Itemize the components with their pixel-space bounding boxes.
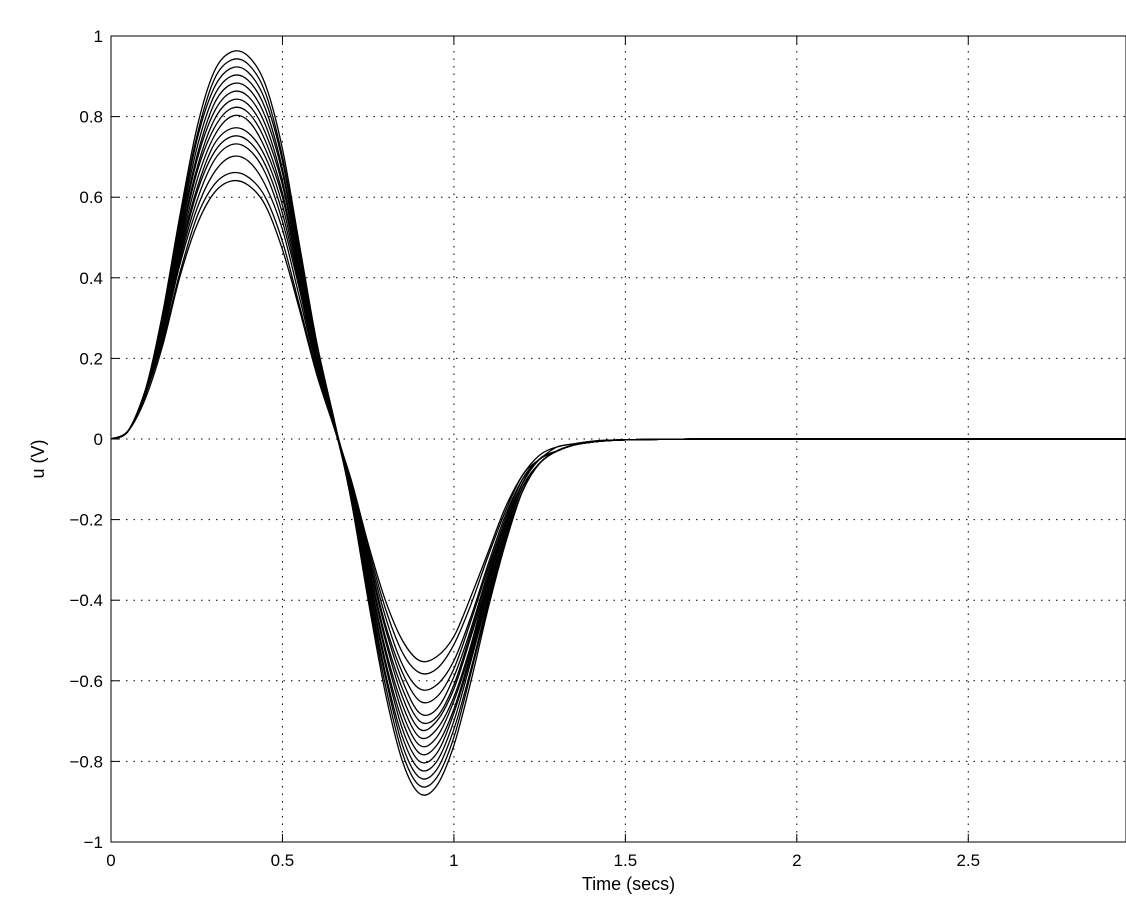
y-tick-label: −0.2 [69, 511, 103, 530]
x-tick-label: 0 [106, 851, 115, 870]
y-tick-label: 0 [94, 430, 103, 449]
tick-marks [110, 35, 969, 843]
y-tick-label: 0.6 [79, 188, 103, 207]
y-tick-label: −0.8 [69, 752, 103, 771]
x-axis-label: Time (secs) [582, 874, 675, 894]
x-tick-label: 2 [792, 851, 801, 870]
series-line-15 [110, 179, 1126, 663]
y-tick-label: −1 [84, 833, 103, 852]
y-tick-label: 0.4 [79, 269, 103, 288]
y-tick-label: 0.8 [79, 108, 103, 127]
y-axis-tick-labels: 1 0.8 0.6 0.4 0.2 0 −0.2 −0.4 −0.6 −0.8 −1 [69, 27, 103, 852]
y-tick-label: 0.2 [79, 349, 103, 368]
y-tick-label: −0.4 [69, 591, 103, 610]
x-tick-label: 0.5 [271, 851, 295, 870]
series-group [110, 50, 1126, 796]
y-tick-label: 1 [94, 27, 103, 46]
y-tick-label: −0.6 [69, 672, 103, 691]
x-axis-tick-labels: 0 0.5 1 1.5 2 2.5 [106, 851, 980, 870]
y-axis-label: u (V) [28, 439, 48, 478]
x-tick-label: 2.5 [956, 851, 980, 870]
x-tick-label: 1.5 [614, 851, 638, 870]
x-tick-label: 1 [449, 851, 458, 870]
